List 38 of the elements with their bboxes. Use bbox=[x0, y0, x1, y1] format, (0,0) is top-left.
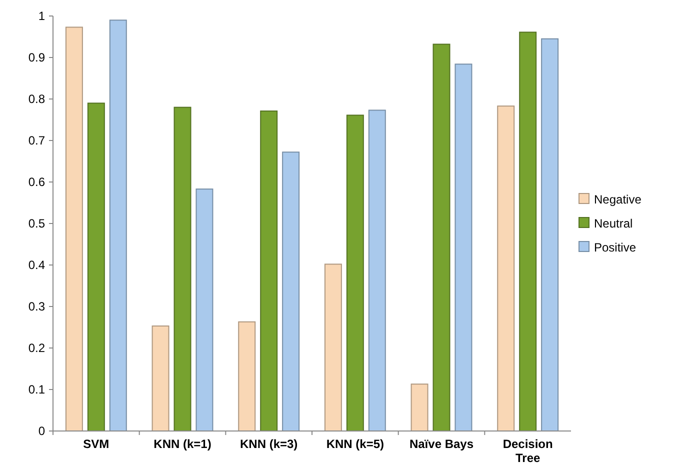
bar bbox=[260, 110, 278, 432]
y-tick-label: 0.7 bbox=[28, 134, 46, 148]
y-tick-label: 0.5 bbox=[28, 216, 46, 231]
bar bbox=[368, 110, 386, 432]
bar bbox=[65, 26, 83, 432]
legend-label: Negative bbox=[594, 192, 642, 207]
x-tick-label: KNN (k=3) bbox=[240, 437, 298, 451]
bar bbox=[346, 114, 364, 432]
y-tick-label: 0.1 bbox=[28, 382, 46, 397]
y-tick-label: 0 bbox=[38, 424, 46, 438]
y-tick-label: 0.6 bbox=[28, 175, 46, 190]
bar bbox=[152, 326, 170, 432]
x-tick-label: SVM bbox=[83, 437, 110, 451]
legend-label: Neutral bbox=[594, 216, 633, 231]
x-tick-label: Decision Tree bbox=[502, 437, 553, 465]
bar bbox=[109, 20, 127, 432]
bar bbox=[196, 188, 214, 432]
bar bbox=[87, 102, 105, 432]
y-tick-label: 0.4 bbox=[28, 258, 46, 272]
bar bbox=[497, 106, 515, 432]
y-tick-label: 1 bbox=[38, 9, 46, 24]
bar bbox=[541, 38, 559, 432]
x-tick-label: Naïve Bays bbox=[409, 437, 474, 451]
bar bbox=[519, 32, 537, 432]
legend-label: Positive bbox=[594, 240, 636, 255]
bar bbox=[174, 106, 192, 432]
y-tick-label: 0.2 bbox=[28, 341, 46, 356]
y-tick-label: 0.3 bbox=[28, 300, 46, 314]
bar bbox=[410, 384, 428, 432]
bar bbox=[282, 152, 300, 432]
bar bbox=[454, 64, 472, 432]
bar bbox=[238, 321, 256, 432]
x-tick-label: KNN (k=1) bbox=[154, 437, 212, 451]
bar bbox=[324, 264, 342, 432]
bar bbox=[432, 44, 450, 432]
y-tick-label: 0.9 bbox=[28, 50, 46, 65]
y-tick-label: 0.8 bbox=[28, 92, 46, 106]
x-tick-label: KNN (k=5) bbox=[326, 437, 384, 451]
